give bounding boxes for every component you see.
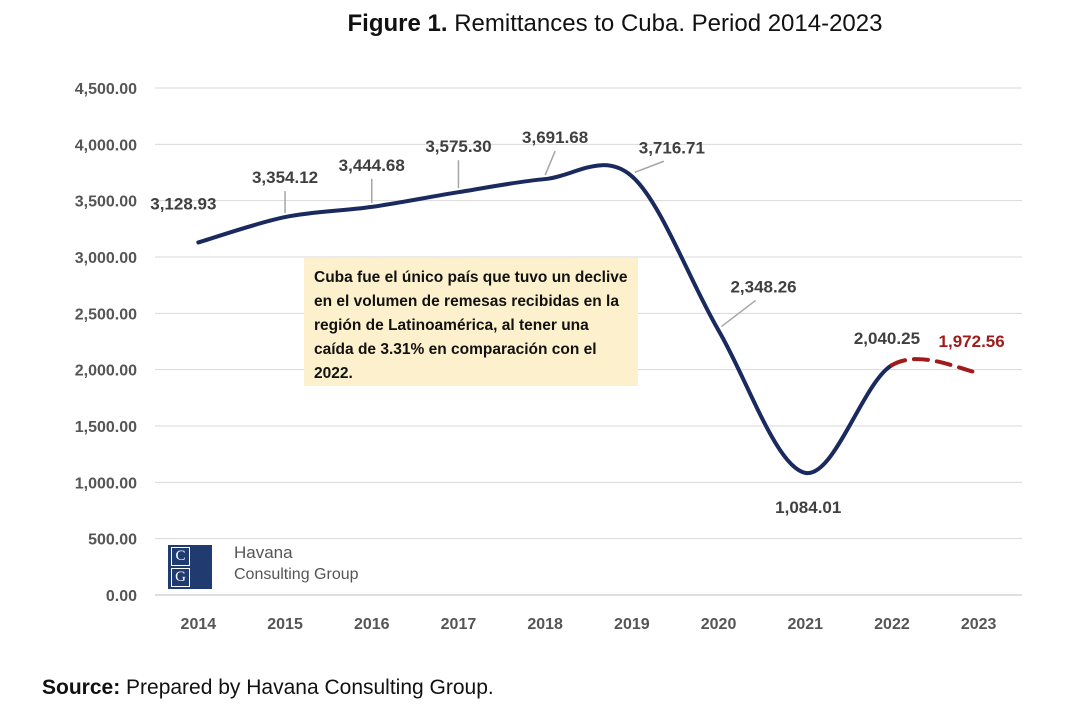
data-label: 1,972.56 [939,332,1005,351]
data-label-leader [634,160,665,173]
source-text: Prepared by Havana Consulting Group. [120,676,494,699]
series-line [196,163,894,475]
data-label: 3,716.71 [639,138,705,157]
logo-subtitle: Consulting Group [234,566,359,583]
y-tick-label: 0.00 [106,588,137,605]
y-tick-label: 1,500.00 [75,419,137,436]
projected-line-segment [889,357,981,375]
y-tick-label: 4,000.00 [75,137,137,154]
logo-initial-c: C [171,547,190,566]
x-tick-label: 2020 [701,616,737,633]
source-note: Source: Prepared by Havana Consulting Gr… [42,676,494,700]
data-label: 3,575.30 [425,137,491,156]
x-tick-label: 2022 [874,616,910,633]
y-tick-label: 1,000.00 [75,475,137,492]
chart-title: Figure 1. Remittances to Cuba. Period 20… [0,10,1081,38]
logo-initial-g: G [171,568,190,587]
data-label: 3,691.68 [522,128,588,147]
data-label: 3,128.93 [150,194,216,213]
y-tick-label: 3,000.00 [75,250,137,267]
annotation-callout: Cuba fue el único país que tuvo un decli… [304,258,638,386]
data-label: 3,444.68 [339,156,405,175]
logo-name: Havana [234,543,293,562]
data-label: 1,084.01 [775,498,841,517]
x-tick-label: 2017 [441,616,477,633]
data-label: 3,354.12 [252,168,318,187]
y-tick-label: 3,500.00 [75,194,137,211]
y-tick-label: 4,500.00 [75,81,137,98]
y-tick-label: 2,000.00 [75,363,137,380]
figure-caption: Remittances to Cuba. Period 2014-2023 [447,10,883,37]
data-label-leader [721,299,757,328]
data-label: 2,040.25 [854,329,920,348]
y-tick-label: 500.00 [88,532,137,549]
company-logo: C G Havana Consulting Group [168,543,378,589]
logo-mark: C G [168,545,212,589]
figure-number: Figure 1. [347,10,448,37]
source-label: Source: [42,676,121,699]
x-tick-label: 2019 [614,616,650,633]
x-tick-label: 2015 [267,616,303,633]
x-tick-label: 2023 [961,616,997,633]
data-label-leader [544,150,556,176]
y-tick-label: 2,500.00 [75,306,137,323]
x-tick-label: 2014 [181,616,217,633]
x-tick-label: 2021 [787,616,823,633]
x-tick-label: 2018 [527,616,563,633]
data-label: 2,348.26 [730,277,796,296]
x-tick-label: 2016 [354,616,390,633]
